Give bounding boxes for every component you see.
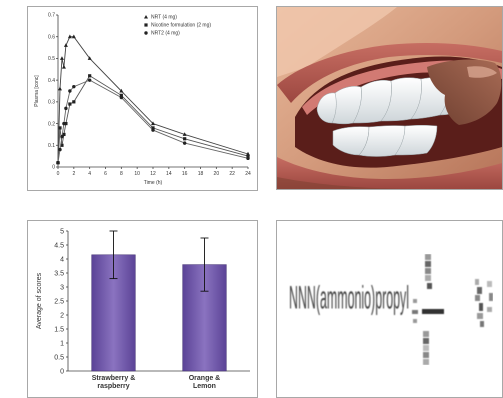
data-point	[61, 64, 66, 69]
y-tick-label: 0.2	[48, 121, 55, 127]
legend-label: NRT (4 mg)	[151, 15, 177, 21]
y-tick-label: 0.6	[48, 34, 55, 40]
data-point	[60, 134, 64, 139]
data-point	[151, 126, 155, 130]
legend-label: Nicotine formulation (2 mg)	[151, 23, 211, 29]
x-tick-label: 24	[245, 171, 251, 177]
structure-text: NNN(ammonio)propyl	[289, 280, 409, 316]
data-point	[64, 106, 68, 111]
data-point	[67, 34, 72, 39]
pixelated-structure-panel: NNN(ammonio)propyl	[276, 220, 503, 398]
data-point	[87, 78, 92, 82]
pk-line-chart: 00.10.20.30.40.50.60.70 2 4 6 8 10 12 14 16 18 20 2…	[34, 13, 251, 186]
series-line	[57, 79, 249, 163]
lower-lip	[277, 157, 502, 189]
y-tick-label: 3	[60, 284, 64, 291]
pk-line-chart-panel: 0 0.1 0.2 0.3 0.4 0.5 0.6 0.7 0 2 4 6 8 10 12 14 16 18 20 2…	[27, 6, 258, 191]
bar-chart-panel: 0 0.5 1 1.5 2 2.5 3 3.5 4 4.5 5 Average of scores St…	[27, 220, 258, 398]
data-point	[88, 74, 92, 78]
x-tick-label: 12	[150, 171, 156, 177]
data-point	[119, 88, 124, 93]
x-tick-label: 16	[182, 171, 188, 177]
series-line	[57, 36, 249, 163]
y-tick-label: 0	[60, 368, 64, 375]
legend-marker	[144, 15, 148, 19]
data-point	[119, 95, 124, 100]
x-tick-label: 10	[134, 171, 140, 177]
y-tick-label: 1.5	[54, 326, 64, 333]
category-label: raspberry	[97, 383, 129, 390]
data-point	[87, 56, 92, 60]
data-point	[151, 121, 155, 126]
y-tick-label: 0.5	[54, 354, 64, 361]
data-point	[63, 43, 68, 47]
data-point	[59, 56, 64, 60]
y-tick-label: 4	[60, 256, 64, 263]
y-tick-label: 0.4	[48, 78, 55, 84]
x-tick-label: 22	[229, 171, 235, 177]
data-point	[60, 143, 64, 147]
y-tick-label: 4.5	[54, 242, 64, 249]
data-point	[58, 126, 62, 130]
data-point	[58, 147, 62, 152]
y-axis-label: Plasma [conc]	[34, 75, 40, 107]
data-point	[64, 121, 68, 126]
lower-teeth	[332, 125, 438, 157]
y-tick-label: 3.5	[54, 270, 64, 277]
series-line	[57, 75, 249, 163]
data-point	[71, 34, 76, 39]
data-point	[182, 132, 187, 136]
x-tick-label: 18	[198, 171, 204, 177]
x-tick-label: 0	[57, 171, 60, 177]
x-tick-label: 6	[104, 171, 107, 177]
data-point	[182, 141, 187, 145]
y-tick-label: 0	[52, 165, 55, 171]
y-tick-label: 0.7	[48, 13, 55, 19]
legend-label: NRT2 (4 mg)	[151, 31, 180, 37]
x-tick-label: 2	[72, 171, 75, 177]
data-point	[56, 160, 60, 165]
x-tick-label: 8	[120, 171, 123, 177]
x-axis-label: Time (h)	[144, 180, 163, 186]
pixelated-structure: NNN(ammonio)propyl	[289, 254, 493, 365]
data-point	[119, 93, 123, 97]
category-label: Orange &	[189, 375, 221, 382]
fingernail	[467, 66, 497, 78]
data-point	[72, 84, 76, 89]
x-tick-label: 20	[214, 171, 220, 177]
y-axis-label: Average of scores	[36, 272, 43, 329]
mouth-illustration-panel	[276, 6, 503, 190]
data-point	[68, 89, 72, 93]
y-tick-label: 2	[60, 312, 64, 319]
data-point	[246, 156, 250, 161]
category-label: Strawberry &	[92, 375, 136, 382]
upper-lip	[277, 43, 502, 103]
mouth-illustration	[277, 7, 502, 189]
bar-chart: 0 0.5 1 1.5 2 2.5 3 3.5 4 4.5 5 Average of scores St…	[36, 228, 250, 390]
x-tick-label: 4	[88, 171, 91, 177]
y-tick-label: 5	[60, 228, 64, 235]
data-point	[68, 102, 72, 106]
legend-marker	[144, 31, 148, 35]
x-tick-label: 14	[166, 171, 172, 177]
data-point	[57, 86, 62, 91]
y-tick-label: 0.1	[48, 143, 55, 149]
category-label: Lemon	[193, 383, 216, 390]
data-point	[183, 137, 187, 141]
data-point	[72, 100, 76, 104]
data-point	[62, 132, 66, 137]
y-tick-label: 0.5	[48, 56, 55, 62]
data-point	[62, 121, 66, 126]
legend-marker	[144, 23, 148, 27]
y-tick-label: 1	[60, 340, 64, 347]
y-tick-label: 0.3	[48, 100, 55, 106]
data-point	[151, 128, 155, 132]
y-tick-label: 2.5	[54, 298, 64, 305]
data-point	[246, 154, 250, 158]
